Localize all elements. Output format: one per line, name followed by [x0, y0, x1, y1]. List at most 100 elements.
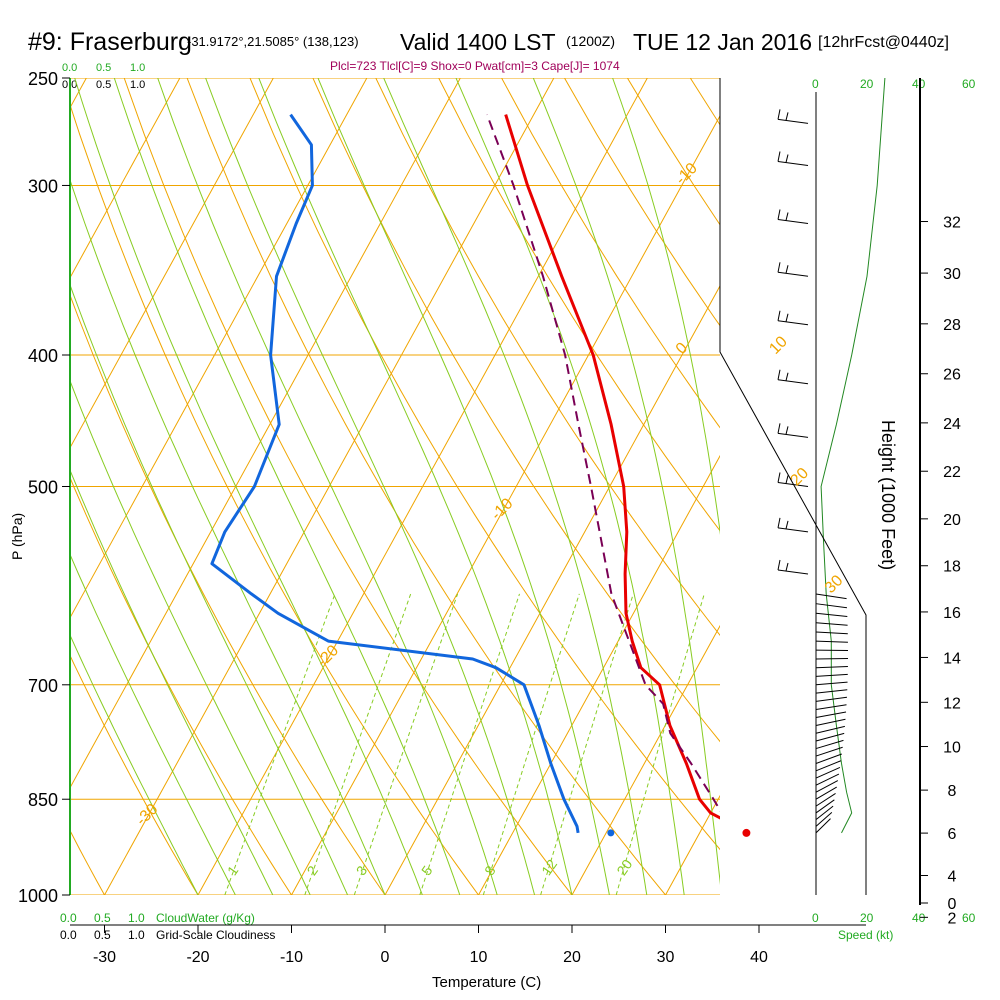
- dry-adiabat: [501, 78, 720, 429]
- wind-barb: [815, 766, 841, 779]
- parcel-params: Plcl=723 Tlcl[C]=9 Shox=0 Pwat[cm]=3 Cap…: [330, 59, 620, 73]
- temperature-tick-label: 40: [750, 949, 768, 966]
- isotherm-line: [478, 454, 720, 895]
- wind-barb: [777, 262, 781, 273]
- wind-barb: [815, 631, 848, 635]
- dry-adiabat-label: -10: [488, 495, 516, 523]
- wind-barb: [777, 369, 781, 380]
- moist-adiabat: [317, 78, 610, 895]
- moist-adiabat: [70, 178, 386, 895]
- wind-barb: [815, 799, 835, 814]
- plot-right-boundary: [719, 78, 867, 895]
- moist-adiabat: [532, 78, 720, 886]
- height-tick-label: 6: [948, 826, 957, 843]
- pressure-tick-label: 700: [28, 676, 58, 696]
- top-scale-2-c: 1.0: [130, 79, 145, 91]
- top-speed-60: 60: [962, 77, 976, 91]
- wind-barb: [815, 612, 848, 618]
- height-tick-label: 20: [943, 512, 961, 529]
- height-tick-label: 0: [948, 896, 957, 913]
- isotherm-line: [291, 114, 720, 895]
- moist-adiabat: [113, 78, 461, 895]
- pressure-tick-label: 500: [28, 478, 58, 498]
- pressure-tick-label: 1000: [18, 886, 58, 906]
- mixing-ratio-label: 2: [303, 863, 321, 879]
- top-scale-2-b: 0.5: [96, 79, 111, 91]
- moist-adiabat: [70, 283, 349, 895]
- wind-barb: [785, 562, 789, 572]
- bottom-scale-2-a: 0.0: [60, 928, 77, 942]
- mixing-ratio-label: 20: [613, 856, 635, 878]
- wind-barb: [815, 725, 845, 734]
- top-speed-0: 0: [812, 77, 819, 91]
- wind-barb: [777, 517, 781, 528]
- height-tick-label: 16: [943, 605, 961, 622]
- wind-barb: [777, 118, 809, 124]
- dry-adiabat: [375, 78, 720, 637]
- wind-barb: [815, 746, 843, 757]
- pressure-tick-label: 400: [28, 346, 58, 366]
- wind-barb: [785, 265, 789, 274]
- mixing-ratio-label: 5: [418, 863, 436, 879]
- wind-barb: [777, 320, 809, 326]
- dry-adiabat: [816, 78, 1000, 895]
- isotherm-line: [197, 78, 648, 895]
- wind-barb: [785, 212, 789, 221]
- temperature-tick-label: 0: [381, 949, 390, 966]
- wind-barb: [777, 423, 781, 434]
- wind-barb: [815, 732, 845, 742]
- wind-barb: [777, 209, 781, 220]
- temperature-tick-label: 10: [470, 949, 488, 966]
- dry-adiabat: [753, 78, 1000, 895]
- temperature-tick-label: 30: [657, 949, 675, 966]
- wind-barb: [815, 640, 848, 643]
- wind-barb: [785, 426, 789, 435]
- top-speed-40: 40: [912, 77, 926, 91]
- height-tick-label: 14: [943, 650, 961, 667]
- wind-barb: [815, 773, 840, 786]
- moist-adiabat: [70, 633, 199, 895]
- wind-barb: [785, 372, 789, 381]
- wind-barb: [777, 271, 809, 277]
- bottom-speed-60: 60: [962, 911, 976, 925]
- dry-adiabat: [186, 78, 666, 895]
- isotherm-line: [70, 78, 368, 619]
- height-tick-label: 8: [948, 783, 957, 800]
- height-tick-label: 28: [943, 317, 961, 334]
- mixing-ratio-label: 1: [224, 863, 242, 879]
- temperature-tick-label: -20: [186, 949, 209, 966]
- moist-adiabat: [157, 78, 498, 895]
- wind-barb: [815, 622, 848, 626]
- wind-barb: [815, 689, 848, 694]
- wind-barb: [777, 527, 809, 533]
- pressure-tick-label: 850: [28, 790, 58, 810]
- mixing-ratio-line: [482, 593, 580, 895]
- wind-barb: [815, 673, 848, 677]
- wind-barb: [777, 109, 781, 120]
- wind-barb: [815, 681, 848, 686]
- isotherm-line: [70, 78, 274, 449]
- wind-barb: [815, 818, 831, 834]
- bottom-speed-40: 40: [912, 911, 926, 925]
- pressure-tick-label: 300: [28, 176, 58, 196]
- parcel-profile: [486, 114, 720, 813]
- bottom-scale-2-b: 0.5: [94, 928, 111, 942]
- wind-barb: [815, 739, 844, 750]
- bottom-scale-1-c: 1.0: [128, 911, 145, 925]
- utc-time: (1200Z): [566, 33, 615, 49]
- mixing-ratio-line: [224, 593, 336, 895]
- moist-adiabat: [70, 553, 236, 895]
- height-tick-label: 18: [943, 559, 961, 576]
- isotherm-line: [946, 78, 1000, 895]
- wind-barb: [815, 704, 847, 711]
- station-title: #9: Fraserburg: [28, 28, 192, 56]
- wind-barb: [815, 793, 836, 807]
- wind-barb: [785, 520, 789, 529]
- bottom-scale-2-c: 1.0: [128, 928, 145, 942]
- wind-barb: [815, 593, 847, 600]
- height-tick-label: 4: [948, 869, 957, 886]
- dry-adiabat: [70, 293, 386, 895]
- surface-dewpoint-point: [607, 829, 615, 837]
- wind-barb: [777, 379, 809, 385]
- wind-barb: [815, 696, 847, 702]
